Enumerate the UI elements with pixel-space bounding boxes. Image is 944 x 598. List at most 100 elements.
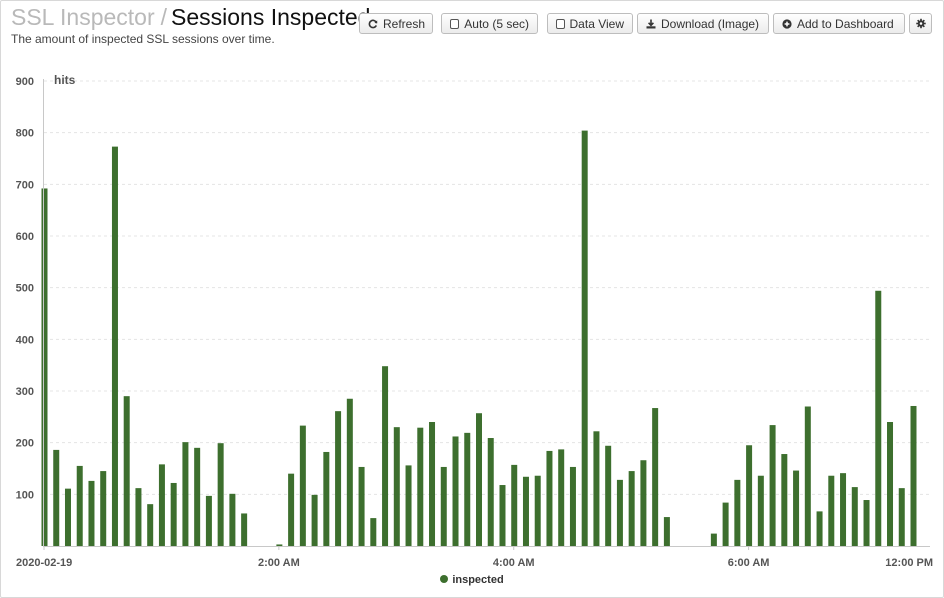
auto-refresh-toggle[interactable]: Auto (5 sec): [441, 13, 538, 34]
bar-inspected[interactable]: [710, 533, 717, 546]
bar-inspected[interactable]: [593, 431, 600, 546]
bar-inspected[interactable]: [851, 487, 858, 546]
bar-inspected[interactable]: [393, 427, 400, 546]
bar-inspected[interactable]: [757, 475, 764, 546]
bar-inspected[interactable]: [875, 290, 882, 546]
bar-inspected[interactable]: [346, 398, 353, 546]
y-tick-label: 400: [16, 334, 34, 346]
add-to-dashboard-button[interactable]: Add to Dashboard: [773, 13, 905, 34]
bar-inspected[interactable]: [241, 513, 248, 546]
refresh-label: Refresh: [383, 16, 426, 31]
bar-inspected[interactable]: [581, 130, 588, 546]
bar-inspected[interactable]: [88, 480, 95, 546]
bar-inspected[interactable]: [217, 443, 224, 546]
refresh-button[interactable]: Refresh: [359, 13, 433, 34]
bar-inspected[interactable]: [276, 544, 283, 546]
bar-inspected[interactable]: [182, 442, 189, 546]
auto-refresh-checkbox[interactable]: [450, 18, 460, 29]
bar-inspected[interactable]: [382, 366, 389, 546]
bar-inspected[interactable]: [123, 396, 130, 546]
bar-inspected[interactable]: [41, 188, 48, 546]
bar-inspected[interactable]: [828, 475, 835, 546]
bar-inspected[interactable]: [323, 451, 330, 546]
labels-layer: 100 200 300 400 500 600 700 800 900 2020-02-19 2:0…: [16, 76, 933, 569]
bar-inspected[interactable]: [288, 473, 295, 546]
bar-inspected[interactable]: [628, 471, 635, 546]
bar-inspected[interactable]: [840, 473, 847, 546]
bar-inspected[interactable]: [804, 406, 811, 547]
bar-inspected[interactable]: [417, 427, 424, 546]
refresh-icon: [368, 19, 378, 29]
bar-inspected[interactable]: [229, 493, 236, 546]
bar-inspected[interactable]: [640, 460, 647, 546]
chart-legend[interactable]: inspected: [0, 574, 944, 586]
bar-inspected[interactable]: [663, 517, 670, 546]
bar-inspected[interactable]: [464, 432, 471, 546]
bar-inspected[interactable]: [793, 470, 800, 546]
y-tick-label: 200: [16, 438, 34, 450]
bar-inspected[interactable]: [769, 425, 776, 546]
legend-label-inspected[interactable]: inspected: [452, 574, 504, 586]
bar-inspected[interactable]: [816, 511, 823, 546]
bar-inspected[interactable]: [722, 502, 729, 546]
bar-inspected[interactable]: [476, 413, 482, 546]
auto-refresh-label: Auto (5 sec): [464, 16, 529, 31]
bar-inspected[interactable]: [440, 466, 447, 546]
bar-inspected[interactable]: [147, 504, 154, 546]
bar-inspected[interactable]: [370, 518, 377, 546]
bar-inspected[interactable]: [522, 476, 529, 546]
x-tick-label: 2:00 AM: [258, 557, 300, 569]
bar-inspected[interactable]: [898, 488, 905, 546]
bar-inspected[interactable]: [76, 465, 83, 546]
data-view-toggle[interactable]: Data View: [547, 13, 633, 34]
bar-inspected[interactable]: [405, 465, 412, 546]
y-tick-label: 600: [16, 231, 34, 243]
bar-inspected[interactable]: [429, 422, 436, 546]
x-tick-label: 4:00 AM: [493, 557, 535, 569]
bar-inspected[interactable]: [781, 454, 788, 546]
legend-marker-inspected: [440, 575, 449, 584]
bar-inspected[interactable]: [863, 500, 870, 546]
bar-inspected[interactable]: [358, 466, 365, 546]
bar-inspected[interactable]: [546, 450, 553, 546]
x-tick-label: 2020-02-19: [16, 557, 72, 569]
bar-inspected[interactable]: [910, 405, 917, 546]
y-tick-label: 300: [16, 386, 34, 398]
bar-inspected[interactable]: [652, 408, 659, 546]
bar-inspected[interactable]: [616, 479, 623, 546]
settings-button[interactable]: [909, 13, 932, 34]
bar-inspected[interactable]: [734, 479, 741, 546]
bar-inspected[interactable]: [170, 482, 177, 546]
breadcrumb-separator: /: [160, 4, 168, 30]
bar-inspected[interactable]: [887, 422, 894, 546]
bar-inspected[interactable]: [111, 146, 118, 546]
add-dashboard-label: Add to Dashboard: [797, 16, 894, 31]
axis-layer: [43, 79, 930, 550]
bar-inspected[interactable]: [205, 495, 212, 546]
bar-inspected[interactable]: [299, 425, 306, 546]
plus-circle-icon: [782, 18, 792, 29]
bar-inspected[interactable]: [534, 475, 541, 546]
breadcrumb-parent[interactable]: SSL Inspector: [11, 4, 155, 30]
bar-inspected[interactable]: [569, 466, 576, 546]
bar-inspected[interactable]: [511, 464, 518, 546]
bar-inspected[interactable]: [605, 445, 612, 546]
x-tick-label: 12:00 PM: [885, 557, 933, 569]
bar-inspected[interactable]: [487, 438, 494, 546]
bar-inspected[interactable]: [100, 471, 107, 546]
download-label: Download (Image): [661, 16, 760, 31]
bar-inspected[interactable]: [499, 485, 506, 546]
bar-inspected[interactable]: [311, 494, 318, 546]
gear-icon: [915, 18, 926, 29]
bar-inspected[interactable]: [746, 445, 753, 546]
bar-inspected[interactable]: [53, 449, 60, 546]
bar-inspected[interactable]: [335, 411, 342, 546]
bar-inspected[interactable]: [558, 449, 565, 546]
bar-inspected[interactable]: [194, 447, 201, 546]
data-view-checkbox[interactable]: [556, 18, 565, 29]
bar-inspected[interactable]: [158, 464, 165, 546]
download-image-button[interactable]: Download (Image): [637, 13, 769, 34]
bar-inspected[interactable]: [64, 488, 71, 546]
bar-inspected[interactable]: [135, 488, 142, 546]
bar-inspected[interactable]: [452, 436, 459, 546]
